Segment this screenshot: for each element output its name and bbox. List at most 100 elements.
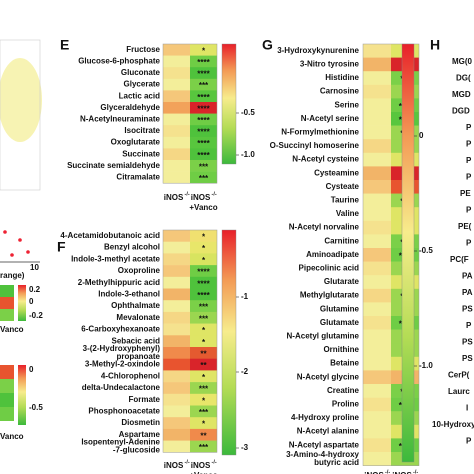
column-label: iNOS (191, 461, 211, 470)
heat-cell (163, 347, 190, 359)
heat-cell (190, 300, 217, 313)
panel-letter: F (57, 239, 66, 255)
heat-cell (163, 440, 190, 453)
colorbar-tick-label: -0.2 (29, 311, 43, 320)
colorbar (221, 229, 237, 456)
row-label: butyric acid (314, 458, 359, 467)
row-label: N-Acetyl glutamine (287, 332, 360, 341)
row-label: Creatine (327, 386, 360, 395)
heat-cell (363, 275, 391, 290)
row-label: Glutarate (324, 277, 360, 286)
row-label: 3-(2-Hydroxyphenyl) (83, 344, 161, 353)
row-label: Citramalate (116, 173, 160, 182)
heat-cell (190, 358, 217, 371)
row-label: MG(0 (452, 57, 473, 66)
heat-cell (190, 335, 217, 348)
significance-stars: **** (197, 139, 210, 148)
row-label: propanoate (116, 352, 160, 361)
significance-stars: **** (197, 128, 210, 137)
row-label: N-Acetylneuraminate (80, 115, 161, 124)
row-label: Benzyl alcohol (104, 243, 160, 252)
heat-cell (163, 253, 190, 266)
heat-cell (163, 335, 190, 348)
heat-cell (163, 300, 190, 313)
row-label: P (466, 239, 472, 248)
row-label: Lactic acid (119, 91, 160, 100)
row-label: 4-Hydroxy proline (291, 413, 360, 422)
row-label: P (466, 206, 472, 215)
heat-cell (190, 405, 217, 418)
colorbar-tick-label: 0 (419, 131, 424, 140)
significance-stars: * (202, 244, 206, 253)
heat-cell (190, 171, 217, 184)
colorbar-tick-label: -0.5 (29, 403, 43, 412)
row-label: delta-Undecalactone (82, 383, 161, 392)
row-label: N-Acetyl serine (301, 114, 360, 123)
heat-cell (163, 323, 190, 336)
left-fragment (0, 39, 42, 425)
significance-stars: * (202, 373, 206, 382)
row-label: Succinate semialdehyde (67, 161, 160, 170)
heat-cell (190, 370, 217, 383)
row-label: Taurine (331, 196, 360, 205)
heat-cell (163, 78, 190, 91)
significance-stars: *** (199, 385, 209, 394)
heat-cell (363, 44, 391, 58)
row-label: Mevalonate (116, 313, 160, 322)
significance-stars: **** (197, 151, 210, 160)
heat-cell (163, 241, 190, 254)
significance-stars: ** (200, 349, 207, 358)
colorbar (221, 43, 237, 165)
heat-cell (363, 193, 391, 208)
heat-cell (190, 347, 217, 359)
column-label: Vanco (0, 325, 24, 334)
heat-cell (190, 241, 217, 254)
significance-stars: *** (199, 303, 209, 312)
significance-stars: *** (199, 81, 209, 90)
row-label: P (466, 437, 472, 446)
heat-cell (363, 220, 391, 235)
heat-cell (163, 148, 190, 161)
heat-cell (190, 428, 217, 441)
heat-cell (163, 136, 190, 149)
heat-cell (363, 397, 391, 412)
row-label: N-Acetyl glycine (297, 372, 360, 381)
colorbar-tick-label: 0 (29, 365, 34, 374)
significance-stars: **** (197, 58, 210, 67)
column-label: iNOS (164, 193, 184, 202)
row-label: Indole-3-methyl acetate (71, 254, 160, 263)
row-label: P (466, 123, 472, 132)
row-label: P (466, 173, 472, 182)
heat-cell (163, 358, 190, 371)
heat-cell (163, 370, 190, 383)
axis-label: range) (0, 271, 25, 280)
heat-cell (190, 311, 217, 324)
point (26, 250, 30, 254)
significance-stars: **** (197, 268, 210, 277)
cell (0, 379, 14, 393)
heat-cell (163, 276, 190, 289)
row-label: 3-Nitro tyrosine (300, 60, 360, 69)
heat-cell (363, 302, 391, 317)
heat-cell (363, 139, 391, 154)
heat-cell (163, 171, 190, 184)
heat-cell (163, 90, 190, 103)
heat-cell (190, 125, 217, 138)
significance-stars: **** (197, 93, 210, 102)
column-label: iNOS (164, 461, 184, 470)
column-label-superscript: -/- (212, 459, 217, 465)
heat-cell (363, 207, 391, 222)
significance-stars: **** (197, 70, 210, 79)
row-label: 3-Methyl-2-oxindole (85, 360, 161, 369)
significance-stars: ** (200, 431, 207, 440)
heat-cell (190, 113, 217, 126)
significance-stars: *** (199, 443, 209, 452)
colorbar-tick-label: -0.5 (419, 246, 433, 255)
heat-cell (363, 84, 391, 99)
row-label: Isocitrate (124, 126, 160, 135)
heat-cell (190, 230, 217, 242)
heat-cell (190, 148, 217, 161)
row-label: Betaine (330, 359, 359, 368)
row-label: Serine (335, 100, 360, 109)
